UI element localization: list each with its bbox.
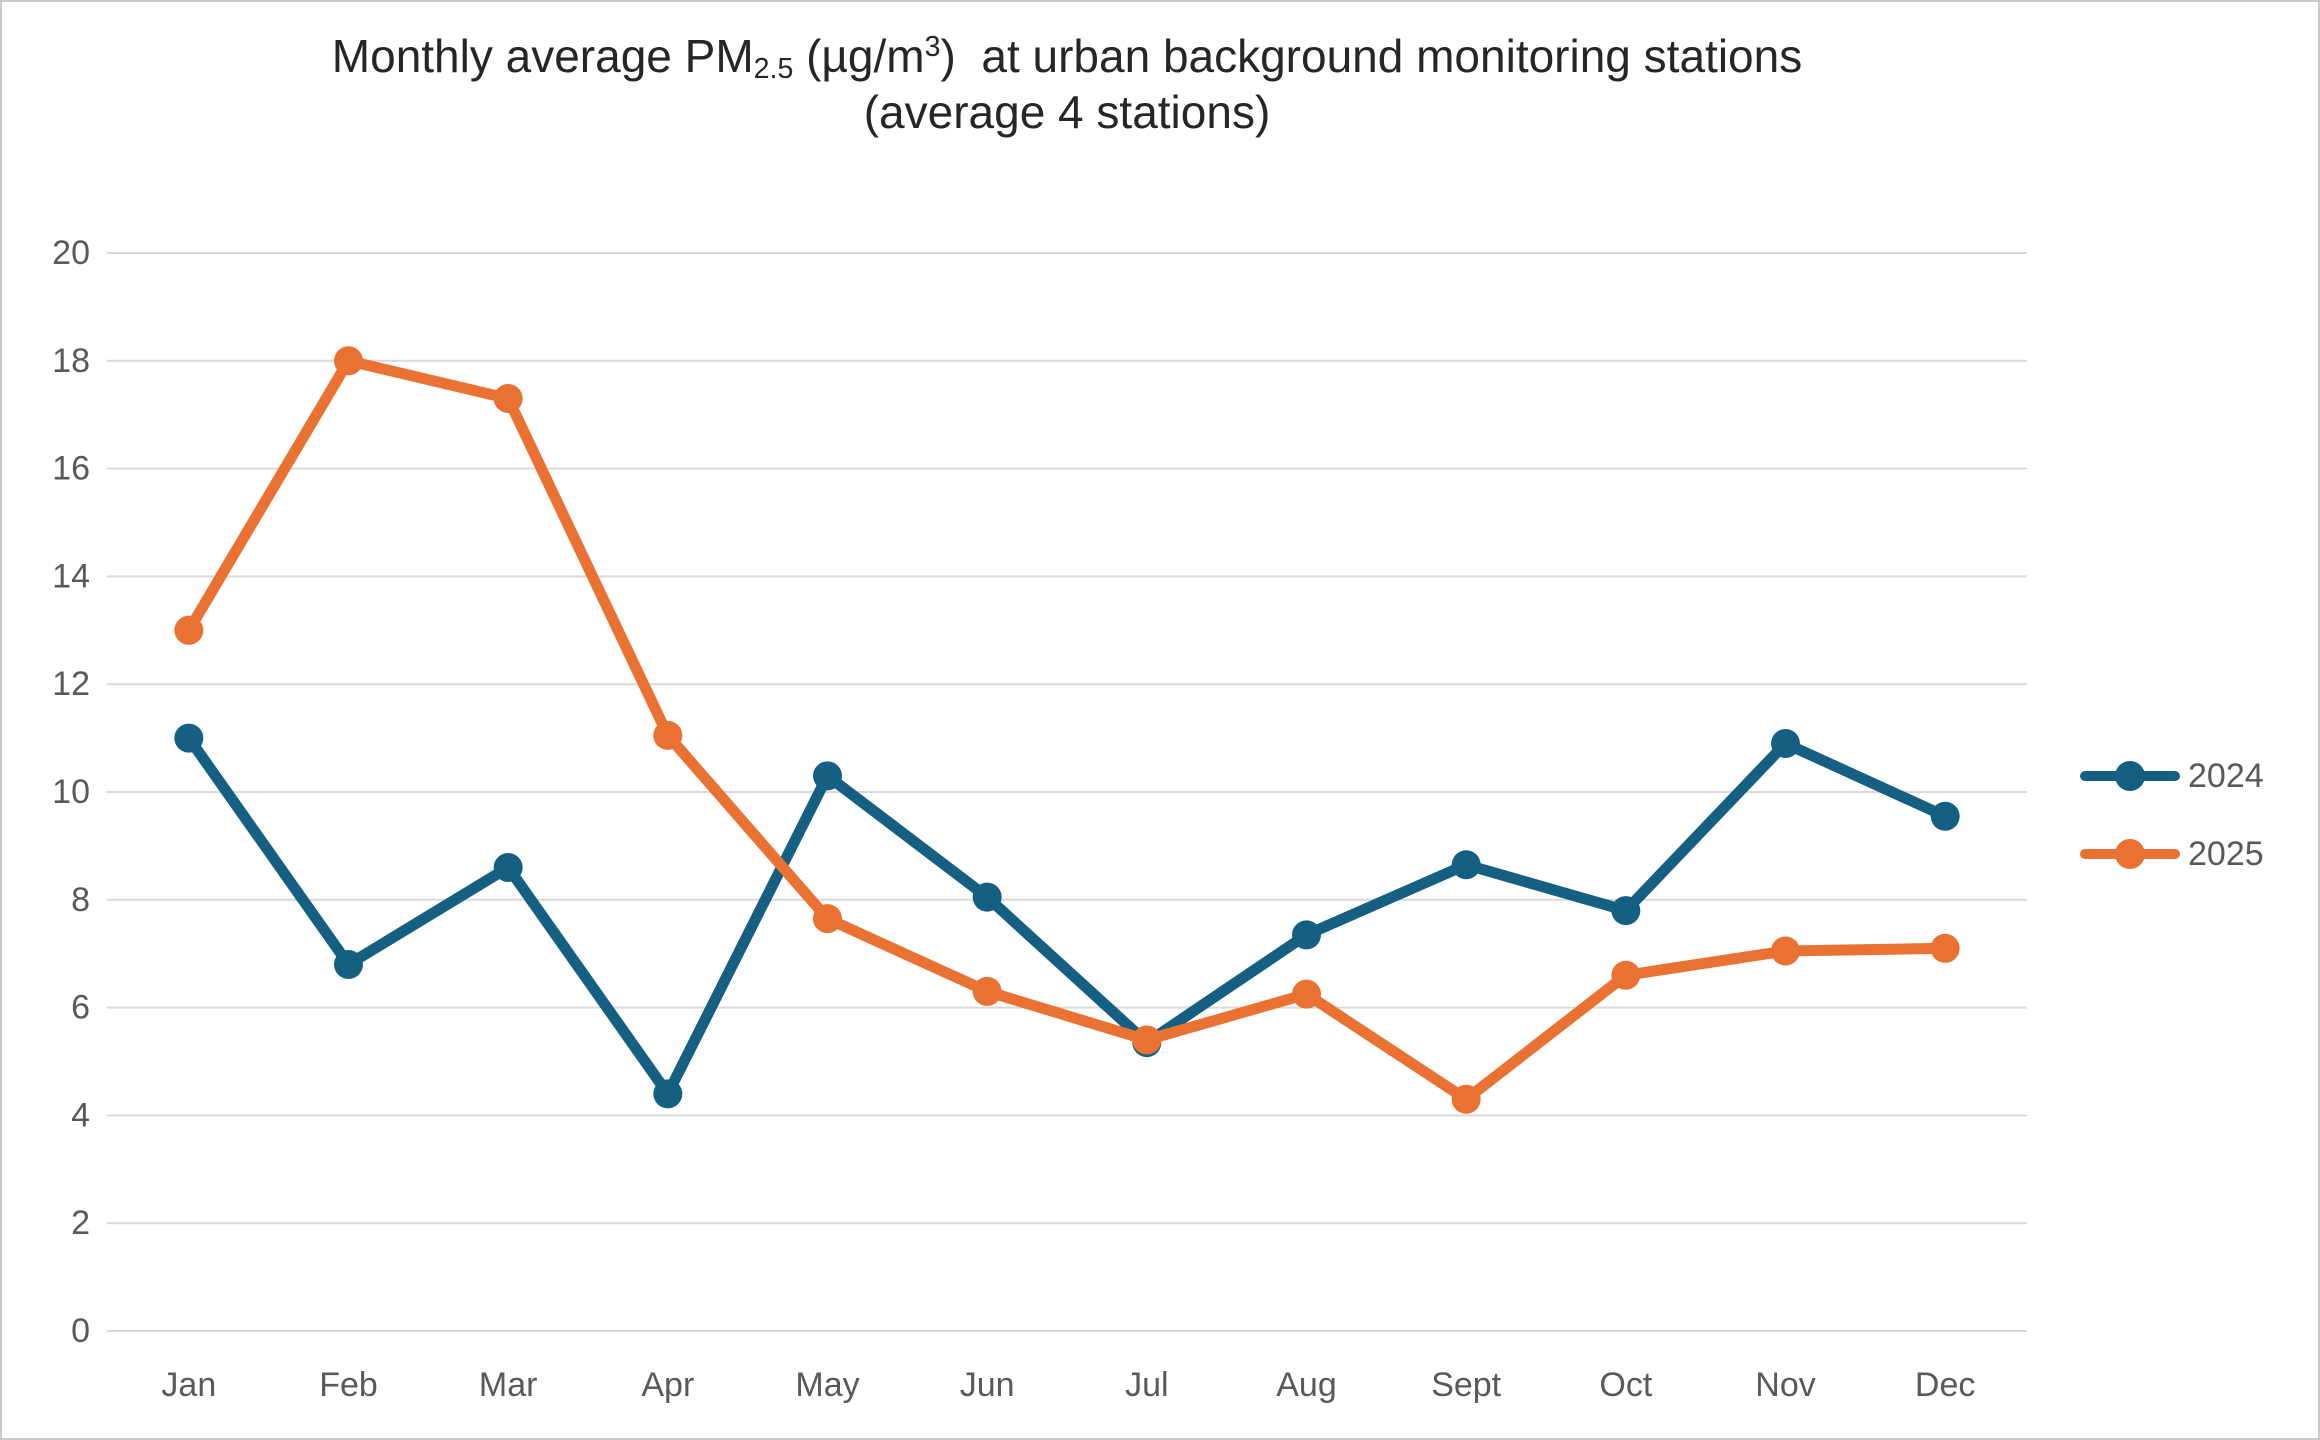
data-point-2025-jun <box>972 976 1002 1006</box>
title-subscript: 2.5 <box>753 53 794 86</box>
x-tick-label-dec: Dec <box>1915 1366 1975 1404</box>
y-tick-label-4: 4 <box>71 1096 90 1134</box>
data-point-2025-aug <box>1292 979 1321 1009</box>
legend-marker-2024-icon <box>2080 760 2180 792</box>
data-point-2025-oct <box>1611 960 1641 990</box>
y-tick-label-18: 18 <box>52 342 90 380</box>
data-point-2024-feb <box>334 949 363 979</box>
x-tick-label-oct: Oct <box>1599 1366 1652 1404</box>
data-point-2024-may <box>813 761 842 791</box>
y-tick-label-14: 14 <box>52 557 90 595</box>
data-point-2024-oct <box>1611 896 1641 926</box>
data-point-2025-nov <box>1771 936 1800 966</box>
y-tick-label-6: 6 <box>71 989 90 1027</box>
x-tick-label-mar: Mar <box>479 1366 538 1404</box>
y-tick-label-10: 10 <box>52 773 90 811</box>
y-tick-label-12: 12 <box>52 665 90 703</box>
data-point-2025-apr <box>653 720 683 750</box>
data-point-2025-may <box>813 904 842 934</box>
title-text-suffix: ) at urban background monitoring station… <box>940 30 1803 82</box>
data-point-2025-jul <box>1132 1025 1162 1055</box>
x-tick-label-jul: Jul <box>1125 1366 1168 1404</box>
y-axis-labels: 0 2 4 6 8 10 12 14 16 18 20 <box>52 234 90 1350</box>
legend-marker-2025-icon <box>2080 838 2180 870</box>
chart-title: Monthly average PM2.5 (µg/m3) at urban b… <box>2 28 2132 140</box>
title-superscript: 3 <box>924 31 941 64</box>
legend-label-2025: 2025 <box>2188 834 2264 873</box>
y-tick-label-8: 8 <box>71 881 90 919</box>
series-2024-line <box>183 732 1951 1100</box>
y-tick-label-2: 2 <box>71 1204 90 1242</box>
legend-item-2024: 2024 <box>2080 754 2264 798</box>
data-point-2024-nov <box>1771 728 1800 758</box>
series-2025 <box>174 346 1960 1114</box>
y-tick-label-16: 16 <box>52 450 90 488</box>
data-point-2024-apr <box>653 1079 683 1109</box>
gridlines <box>107 252 2027 1332</box>
x-tick-label-aug: Aug <box>1276 1366 1337 1404</box>
data-point-2025-sept <box>1451 1084 1481 1114</box>
data-point-2024-dec <box>1930 801 1960 831</box>
legend-label-2024: 2024 <box>2188 756 2264 795</box>
x-tick-label-may: May <box>795 1366 859 1404</box>
data-point-2025-dec <box>1930 933 1960 963</box>
x-axis-labels: Jan Feb Mar Apr May Jun Jul Aug Sept Oct Nov Dec <box>161 1366 1975 1404</box>
y-tick-label-0: 0 <box>71 1312 90 1350</box>
x-tick-label-jun: Jun <box>960 1366 1015 1404</box>
data-point-2024-sept <box>1451 850 1481 880</box>
legend-item-2025: 2025 <box>2080 832 2264 876</box>
chart-title-line2: (average 4 stations) <box>863 86 1271 139</box>
y-tick-label-20: 20 <box>52 234 90 272</box>
data-point-2025-jan <box>174 615 204 645</box>
series-2025-line <box>183 355 1951 1105</box>
legend: 2024 2025 <box>2080 754 2264 910</box>
chart-title-line1: Monthly average PM2.5 (µg/m3) at urban b… <box>2 28 2132 84</box>
data-point-2024-jan <box>174 723 204 753</box>
x-tick-label-feb: Feb <box>319 1366 378 1404</box>
series-2024 <box>174 723 1960 1109</box>
title-text-mid: (µg/m <box>793 30 925 82</box>
data-point-2025-feb <box>334 346 363 376</box>
data-point-2024-mar <box>493 852 523 882</box>
x-tick-label-apr: Apr <box>641 1366 694 1404</box>
data-point-2025-mar <box>493 384 523 414</box>
x-tick-label-jan: Jan <box>161 1366 216 1404</box>
data-point-2024-aug <box>1292 920 1321 950</box>
x-tick-label-sept: Sept <box>1431 1366 1501 1404</box>
x-tick-label-nov: Nov <box>1755 1366 1815 1404</box>
title-text-prefix: Monthly average PM <box>331 30 754 82</box>
data-point-2024-jun <box>972 882 1002 912</box>
